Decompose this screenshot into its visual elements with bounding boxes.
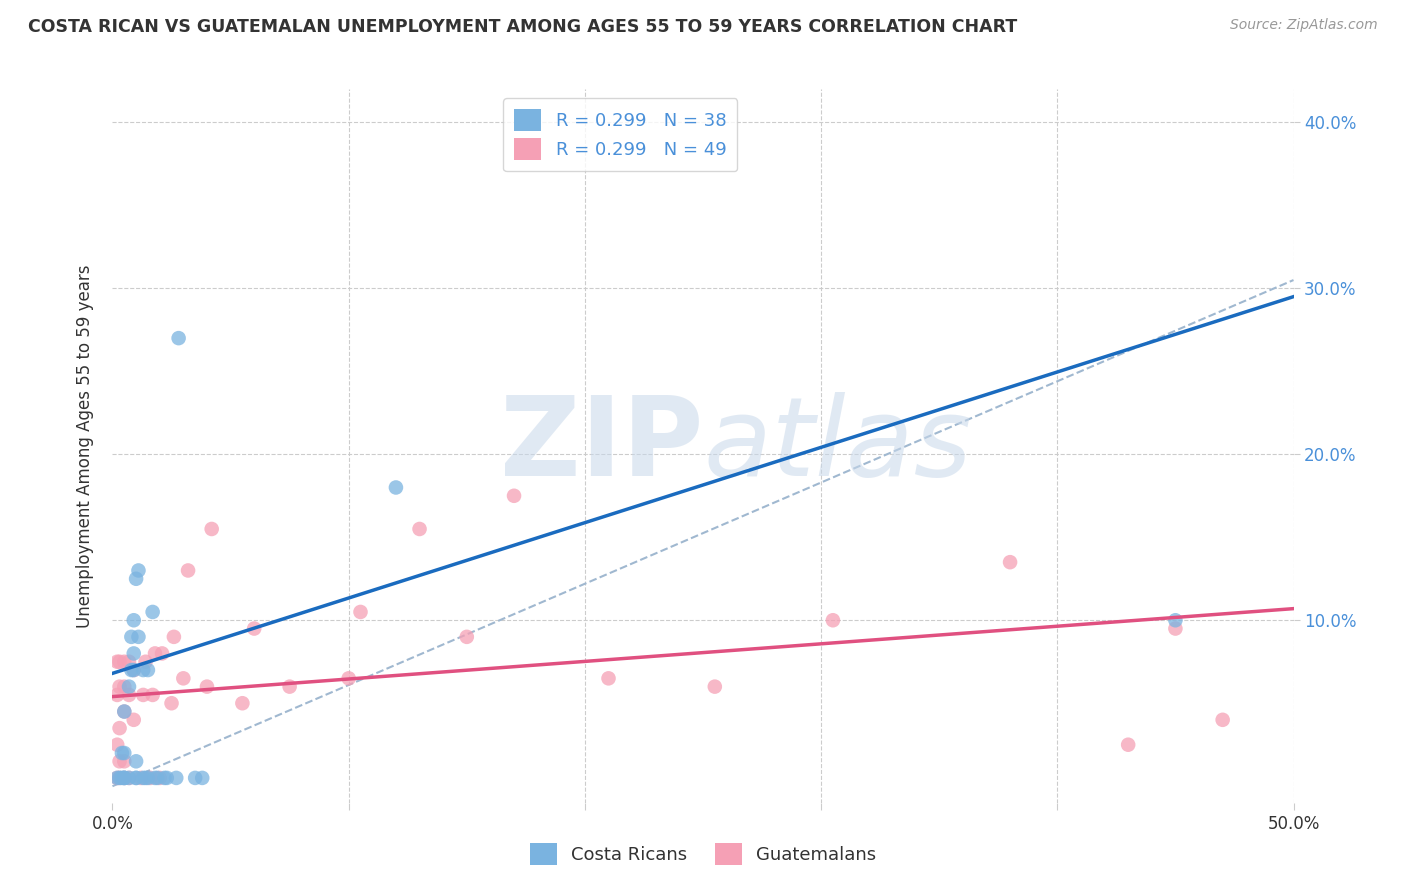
Point	[153, 771, 176, 785]
Point	[132, 663, 155, 677]
Point	[118, 771, 141, 785]
Point	[112, 705, 135, 719]
Text: ZIP: ZIP	[499, 392, 703, 500]
Point	[135, 771, 157, 785]
Point	[108, 655, 131, 669]
Point	[108, 721, 131, 735]
Point	[132, 688, 155, 702]
Point	[125, 572, 148, 586]
Point	[112, 771, 135, 785]
Point	[105, 688, 128, 702]
Point	[243, 622, 266, 636]
Point	[108, 680, 131, 694]
Point	[120, 630, 142, 644]
Point	[125, 754, 148, 768]
Point	[122, 663, 145, 677]
Legend: Costa Ricans, Guatemalans: Costa Ricans, Guatemalans	[523, 836, 883, 872]
Point	[127, 564, 149, 578]
Point	[156, 771, 179, 785]
Point	[456, 630, 478, 644]
Point	[136, 771, 159, 785]
Point	[122, 647, 145, 661]
Point	[349, 605, 371, 619]
Point	[122, 663, 145, 677]
Point	[998, 555, 1021, 569]
Point	[112, 680, 135, 694]
Point	[191, 771, 214, 785]
Point	[165, 771, 187, 785]
Point	[111, 746, 134, 760]
Point	[136, 663, 159, 677]
Point	[385, 481, 408, 495]
Point	[703, 680, 725, 694]
Point	[125, 771, 148, 785]
Point	[112, 746, 135, 760]
Point	[1212, 713, 1234, 727]
Point	[135, 655, 157, 669]
Text: COSTA RICAN VS GUATEMALAN UNEMPLOYMENT AMONG AGES 55 TO 59 YEARS CORRELATION CHA: COSTA RICAN VS GUATEMALAN UNEMPLOYMENT A…	[28, 18, 1018, 36]
Point	[167, 331, 190, 345]
Point	[143, 647, 166, 661]
Point	[122, 613, 145, 627]
Point	[408, 522, 430, 536]
Point	[118, 688, 141, 702]
Point	[142, 688, 165, 702]
Text: Source: ZipAtlas.com: Source: ZipAtlas.com	[1230, 18, 1378, 32]
Point	[149, 771, 172, 785]
Point	[177, 564, 200, 578]
Point	[108, 771, 131, 785]
Point	[278, 680, 301, 694]
Point	[195, 680, 218, 694]
Point	[231, 696, 253, 710]
Point	[112, 705, 135, 719]
Point	[146, 771, 169, 785]
Point	[172, 671, 194, 685]
Point	[201, 522, 224, 536]
Point	[112, 655, 135, 669]
Point	[184, 771, 207, 785]
Point	[143, 771, 166, 785]
Y-axis label: Unemployment Among Ages 55 to 59 years: Unemployment Among Ages 55 to 59 years	[76, 264, 94, 628]
Point	[503, 489, 526, 503]
Point	[337, 671, 360, 685]
Text: atlas: atlas	[703, 392, 972, 500]
Point	[129, 771, 152, 785]
Point	[112, 771, 135, 785]
Point	[598, 671, 620, 685]
Point	[108, 771, 131, 785]
Point	[112, 754, 135, 768]
Point	[163, 630, 186, 644]
Point	[122, 713, 145, 727]
Point	[105, 771, 128, 785]
Point	[112, 771, 135, 785]
Point	[120, 663, 142, 677]
Point	[150, 647, 173, 661]
Point	[118, 655, 141, 669]
Point	[105, 738, 128, 752]
Point	[821, 613, 844, 627]
Point	[105, 655, 128, 669]
Point	[1116, 738, 1139, 752]
Point	[105, 771, 128, 785]
Point	[118, 680, 141, 694]
Point	[132, 771, 155, 785]
Point	[108, 754, 131, 768]
Point	[1164, 613, 1187, 627]
Point	[112, 771, 135, 785]
Point	[139, 771, 162, 785]
Point	[142, 605, 165, 619]
Point	[160, 696, 183, 710]
Point	[127, 630, 149, 644]
Point	[118, 771, 141, 785]
Point	[111, 771, 134, 785]
Point	[125, 771, 148, 785]
Point	[1164, 622, 1187, 636]
